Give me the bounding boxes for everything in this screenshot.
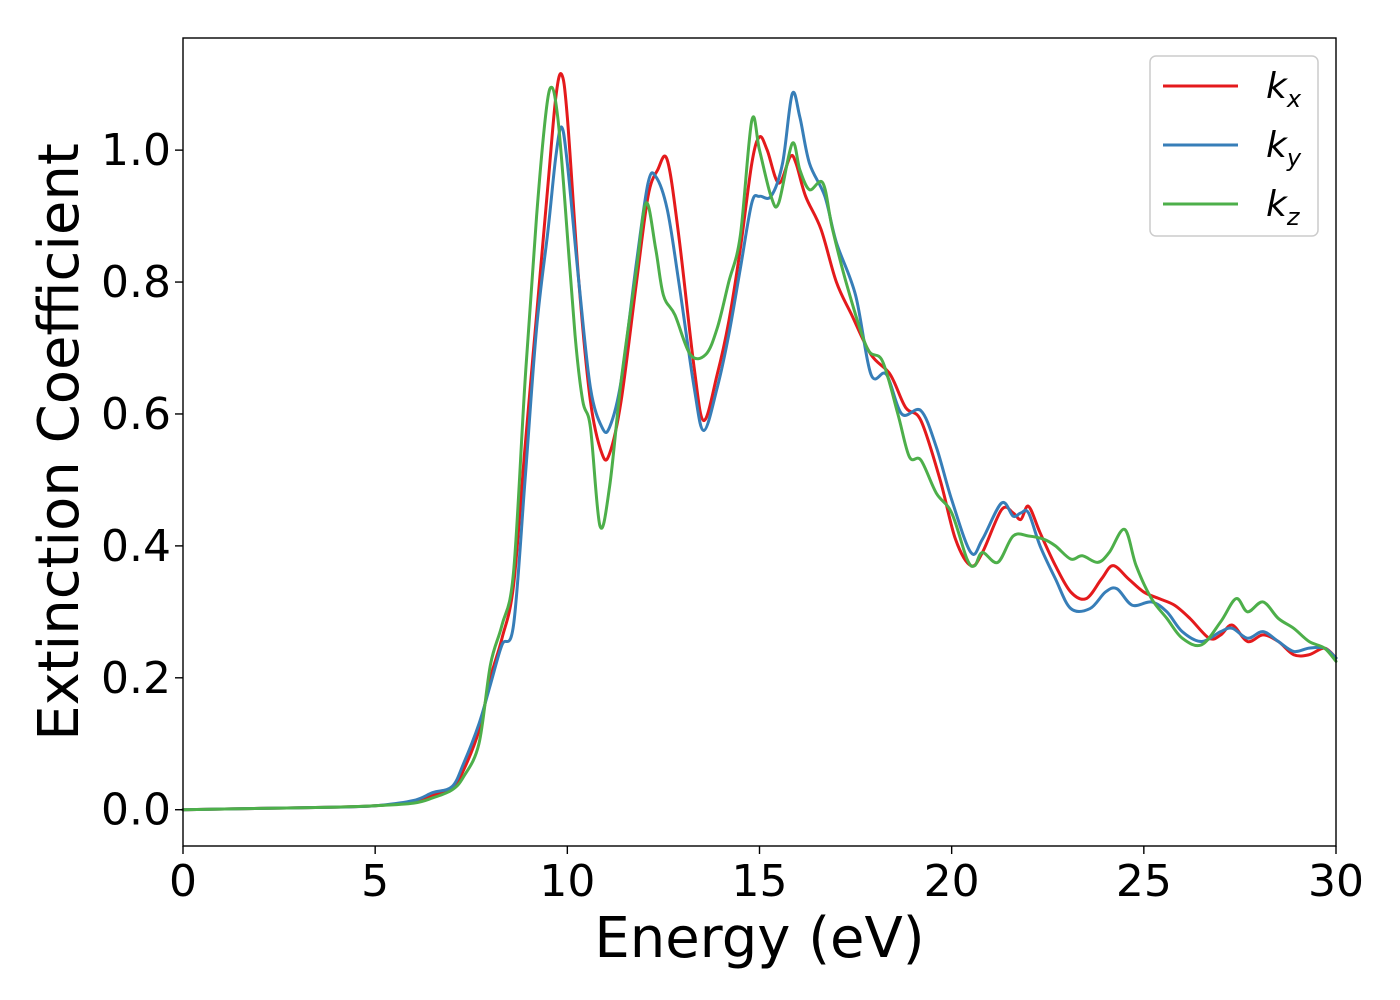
y-axis: 0.0 0.2 0.4 0.6 0.8 1.0 — [101, 125, 183, 836]
x-tick-label: 5 — [361, 856, 389, 907]
legend-label-kz: kz — [1266, 184, 1301, 231]
x-tick-label: 10 — [539, 856, 595, 907]
series-layer — [181, 72, 1338, 812]
y-tick-label: 1.0 — [101, 125, 171, 176]
y-tick-label: 0.8 — [101, 257, 171, 308]
y-tick-label: 0.6 — [101, 389, 171, 440]
y-tick-label: 0.4 — [101, 521, 171, 572]
legend-label-ky: ky — [1266, 125, 1302, 172]
y-tick-label: 0.0 — [101, 785, 171, 836]
series-line-kx — [181, 72, 1338, 812]
legend-label-kx: kx — [1266, 66, 1302, 113]
y-tick-label: 0.2 — [101, 653, 171, 704]
series-line-ky — [181, 90, 1338, 812]
series-line-kz — [181, 85, 1338, 812]
y-axis-label: Extinction Coefficient — [27, 143, 92, 741]
x-axis: 0 5 10 15 20 25 30 — [169, 846, 1364, 907]
x-tick-label: 0 — [169, 856, 197, 907]
x-tick-label: 30 — [1308, 856, 1364, 907]
legend: kx ky kz — [1149, 55, 1319, 237]
x-tick-label: 25 — [1116, 856, 1172, 907]
x-tick-label: 20 — [924, 856, 980, 907]
plot-background — [183, 38, 1336, 846]
x-tick-label: 15 — [732, 856, 788, 907]
x-axis-label: Energy (eV) — [594, 906, 924, 971]
